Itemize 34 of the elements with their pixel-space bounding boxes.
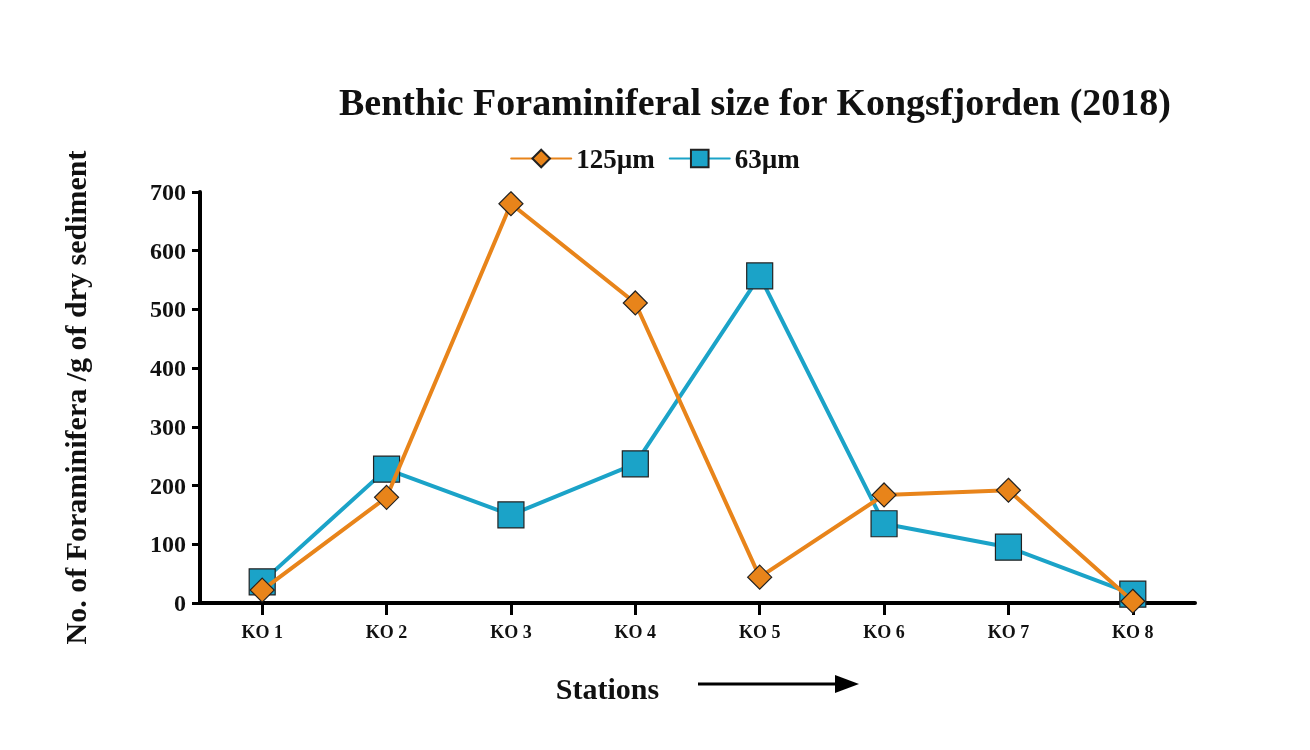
y-tick-label: 300 <box>150 413 186 440</box>
y-tick-label: 400 <box>150 355 186 382</box>
point <box>497 501 525 529</box>
y-tick-label: 200 <box>150 472 186 499</box>
y-tick-label: 600 <box>150 237 186 264</box>
point <box>871 482 897 508</box>
x-tick-label: KO 3 <box>490 622 532 642</box>
point <box>498 191 524 217</box>
legend-label: 125µm <box>576 143 656 174</box>
x-tick-label: KO 2 <box>365 622 408 642</box>
point <box>373 484 400 510</box>
y-tick-label: 700 <box>150 179 186 205</box>
y-tick-label: 500 <box>150 296 186 323</box>
point <box>995 477 1022 503</box>
y-tick-label: 100 <box>150 531 186 558</box>
point <box>249 577 275 603</box>
chart-title: Benthic Foraminiferal size for Kongsfjorden (2018) <box>339 81 1171 124</box>
point <box>621 450 649 478</box>
point <box>747 564 773 590</box>
point <box>1120 588 1146 614</box>
point <box>746 262 774 290</box>
x-tick-label: KO 5 <box>738 622 781 642</box>
point <box>994 533 1023 561</box>
x-tick-label: KO 4 <box>614 622 657 642</box>
x-tick-label: KO 1 <box>241 622 283 642</box>
legend-label: 63µm <box>734 143 801 174</box>
y-tick-label: 0 <box>174 590 186 616</box>
x-tick-label: KO 6 <box>863 622 905 642</box>
x-tick-label: KO 7 <box>987 622 1030 642</box>
point <box>622 290 648 316</box>
x-tick-label: KO 8 <box>1112 622 1154 642</box>
point <box>870 510 898 538</box>
x-axis-title: Stations <box>555 671 660 705</box>
y-axis-title: No. of Foraminifera /g of dry sediment <box>58 150 92 645</box>
